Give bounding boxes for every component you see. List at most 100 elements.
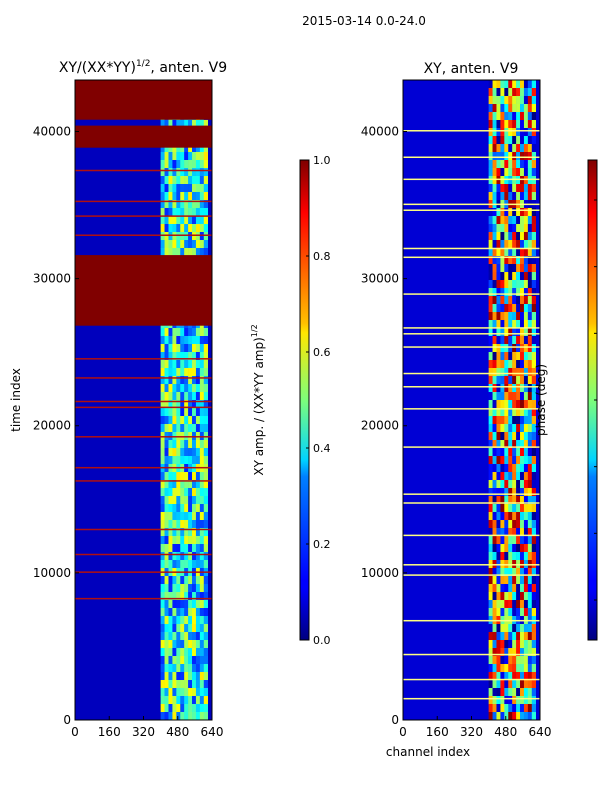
heatmap-cell — [500, 80, 505, 89]
heatmap-cell — [520, 176, 525, 185]
heatmap-cell — [500, 664, 505, 673]
heatmap-cell — [195, 496, 201, 505]
heatmap-cell — [188, 224, 193, 233]
heatmap-cell — [180, 512, 185, 521]
heatmap-cell — [496, 96, 501, 105]
heatmap-cell — [184, 504, 189, 513]
heatmap-cell — [184, 120, 189, 129]
heatmap-cell — [520, 464, 525, 473]
heatmap-cell — [516, 472, 521, 481]
saturated-band — [75, 125, 212, 148]
heatmap-cell — [516, 280, 521, 289]
heatmap-cell — [516, 600, 521, 609]
heatmap-cell — [520, 224, 525, 233]
heatmap-cell — [496, 144, 501, 153]
heatmap-cell — [180, 704, 185, 713]
heatmap-cell — [512, 632, 517, 641]
heatmap-cell — [160, 528, 165, 537]
saturated-band — [75, 255, 212, 326]
heatmap-cell — [531, 512, 537, 521]
heatmap-cell — [512, 592, 517, 601]
heatmap-cell — [172, 424, 177, 433]
time-line — [75, 480, 212, 482]
heatmap-cell — [523, 328, 529, 337]
heatmap-cell — [520, 536, 525, 545]
heatmap-cell — [168, 208, 173, 217]
heatmap-cell — [188, 352, 193, 361]
heatmap-cell — [500, 576, 505, 585]
heatmap-cell — [195, 456, 201, 465]
heatmap-cell — [488, 536, 493, 545]
heatmap-cell — [496, 496, 501, 505]
heatmap-cell — [488, 312, 493, 321]
heatmap-cell — [172, 176, 177, 185]
heatmap-cell — [176, 400, 181, 409]
heatmap-cell — [504, 80, 509, 89]
heatmap-cell — [160, 408, 165, 417]
heatmap-cell — [516, 320, 521, 329]
heatmap-cell — [508, 328, 513, 337]
heatmap-cell — [531, 440, 537, 449]
heatmap-cell — [192, 328, 197, 337]
heatmap-cell — [188, 528, 193, 537]
heatmap-cell — [523, 648, 529, 657]
heatmap-cell — [172, 336, 177, 345]
heatmap-cell — [527, 504, 533, 513]
heatmap-cell — [172, 448, 177, 457]
heatmap-cell — [184, 416, 189, 425]
heatmap-cell — [520, 528, 525, 537]
heatmap-cell — [199, 224, 205, 233]
heatmap-cell — [180, 192, 185, 201]
heatmap-cell — [492, 160, 497, 169]
heatmap-cell — [172, 648, 177, 657]
heatmap-cell — [531, 104, 537, 113]
heatmap-cell — [192, 528, 197, 537]
heatmap-cell — [180, 168, 185, 177]
heatmap-cell — [168, 224, 173, 233]
heatmap-cell — [184, 400, 189, 409]
heatmap-cell — [199, 400, 205, 409]
heatmap-cell — [520, 640, 525, 649]
heatmap-cell — [176, 144, 181, 153]
heatmap-cell — [199, 712, 205, 721]
heatmap-cell — [516, 592, 521, 601]
heatmap-cell — [195, 208, 201, 217]
heatmap-cell — [520, 576, 525, 585]
heatmap-cell — [180, 552, 185, 561]
heatmap-cell — [531, 320, 537, 329]
heatmap-cell — [168, 408, 173, 417]
heatmap-cell — [520, 184, 525, 193]
heatmap-cell — [516, 456, 521, 465]
heatmap-cell — [504, 432, 509, 441]
heatmap-cell — [172, 672, 177, 681]
heatmap-cell — [164, 504, 169, 513]
time-line — [75, 358, 212, 360]
heatmap-cell — [164, 536, 169, 545]
time-line — [75, 234, 212, 236]
heatmap-cell — [492, 472, 497, 481]
heatmap-cell — [492, 608, 497, 617]
heatmap-cell — [188, 168, 193, 177]
heatmap-cell — [180, 160, 185, 169]
heatmap-cell — [531, 472, 537, 481]
heatmap-cell — [520, 360, 525, 369]
heatmap-cell — [176, 592, 181, 601]
heatmap-cell — [203, 488, 209, 497]
heatmap-cell — [520, 272, 525, 281]
heatmap-cell — [176, 192, 181, 201]
heatmap-cell — [203, 688, 209, 697]
x-tick-label: 640 — [201, 725, 224, 739]
heatmap-cell — [531, 688, 537, 697]
heatmap-cell — [176, 488, 181, 497]
heatmap-cell — [512, 696, 517, 705]
heatmap-cell — [192, 576, 197, 585]
heatmap-cell — [203, 336, 209, 345]
heatmap-cell — [523, 576, 529, 585]
heatmap-cell — [164, 160, 169, 169]
heatmap-cell — [188, 360, 193, 369]
heatmap-cell — [512, 128, 517, 137]
heatmap-cell — [180, 696, 185, 705]
heatmap-cell — [195, 712, 201, 721]
heatmap-cell — [504, 112, 509, 121]
heatmap-cell — [531, 336, 537, 345]
